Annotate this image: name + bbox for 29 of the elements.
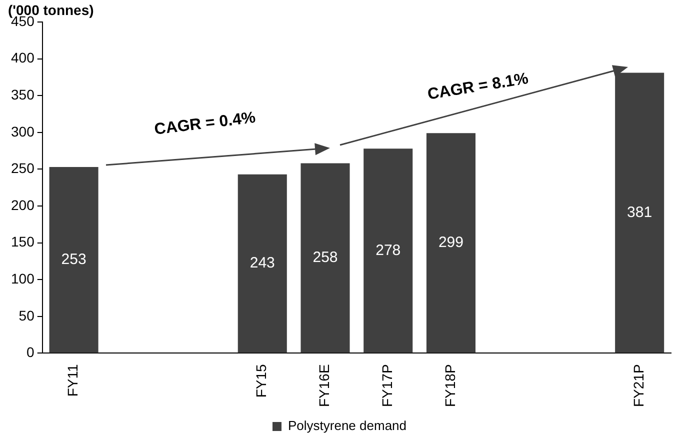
y-tick-label: 400	[11, 50, 35, 66]
bar	[238, 174, 287, 353]
data-label: 258	[312, 249, 338, 266]
data-label: 299	[438, 234, 464, 252]
y-tick-label: 150	[11, 234, 35, 250]
bar	[300, 163, 350, 353]
x-tick-label: FY15	[253, 364, 270, 398]
x-tick-label: FY18P	[442, 364, 458, 408]
x-tick-label: FY16E	[316, 364, 332, 408]
data-label: 278	[376, 242, 401, 259]
y-tick-label: 50	[18, 307, 35, 324]
x-tick-label: FY17P	[378, 364, 395, 408]
legend-label: Polystyrene demand	[288, 418, 407, 434]
x-tick-label: FY21P	[630, 364, 646, 408]
y-tick-label: 200	[11, 196, 35, 213]
annotation: CAGR = 0.4%	[153, 109, 256, 138]
bar	[49, 166, 98, 353]
data-label: 253	[61, 250, 86, 268]
data-label: 243	[250, 254, 275, 272]
y-tick-label: 100	[11, 270, 35, 286]
y-tick-label: 0	[26, 344, 35, 360]
y-tick-label: 300	[11, 123, 35, 140]
data-label: 381	[627, 204, 652, 221]
x-tick-label: FY11	[64, 364, 81, 397]
y-tick-label: 250	[11, 160, 35, 176]
bar	[426, 133, 476, 353]
annotation: CAGR = 8.1%	[426, 70, 530, 104]
bar	[364, 148, 413, 353]
y-tick-label: 350	[11, 86, 35, 102]
